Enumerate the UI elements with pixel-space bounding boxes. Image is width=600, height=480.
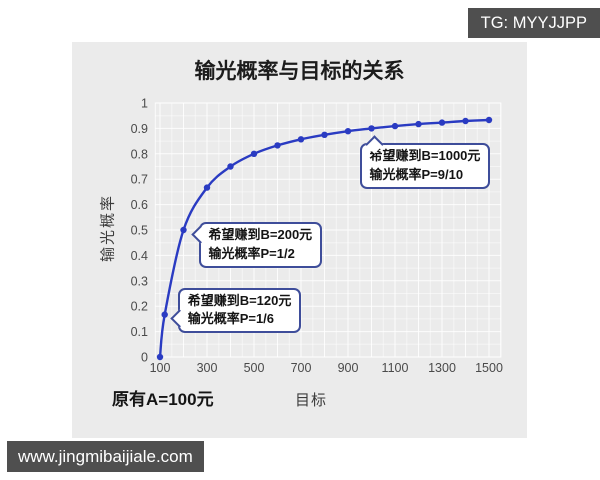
data-point <box>415 120 422 128</box>
y-tick-label: 0.3 <box>131 274 148 288</box>
chart-title: 输光概率与目标的关系 <box>194 60 405 83</box>
initial-amount-note: 原有A=100元 <box>112 390 214 409</box>
data-point <box>462 117 469 125</box>
data-point <box>368 125 375 132</box>
data-point <box>485 116 493 124</box>
y-tick-label: 0.8 <box>131 147 148 161</box>
data-point <box>297 136 305 143</box>
x-tick-label: 1500 <box>475 361 503 375</box>
data-point <box>156 353 164 361</box>
probability-curve <box>158 118 491 359</box>
data-point <box>250 150 258 157</box>
x-tick-label: 500 <box>244 361 265 375</box>
data-point <box>321 131 328 138</box>
data-point <box>391 122 399 130</box>
x-tick-label: 700 <box>291 361 312 375</box>
annotation-line: 输光概率P=9/10 <box>369 167 464 183</box>
data-point <box>274 142 281 149</box>
annotation-b200: 希望赚到B=200元 输光概率P=1/2 <box>190 222 323 268</box>
data-point <box>161 311 168 318</box>
y-tick-label: 0.5 <box>131 224 148 238</box>
y-tick-label: 0 <box>141 351 148 365</box>
y-tick-label: 0.9 <box>131 122 148 136</box>
x-tick-label: 100 <box>150 361 171 375</box>
annotation-line: 输光概率P=1/6 <box>187 311 275 327</box>
y-tick-label: 0.7 <box>131 173 148 187</box>
y-tick-label: 1 <box>141 97 148 111</box>
x-tick-label: 300 <box>197 361 218 375</box>
data-point <box>227 163 234 170</box>
data-point <box>203 184 211 191</box>
website-watermark-badge: www.jingmibaijiale.com <box>7 441 204 472</box>
annotation-b120: 希望赚到B=120元 输光概率P=1/6 <box>169 287 302 334</box>
y-tick-label: 0.4 <box>131 249 148 263</box>
annotation-line: 希望赚到B=1000元 <box>369 148 481 164</box>
y-tick-label: 0.1 <box>131 325 148 339</box>
annotation-line: 希望赚到B=120元 <box>187 292 292 308</box>
telegram-watermark-badge: TG: MYYJJPP <box>467 8 600 38</box>
plot-border <box>154 102 502 358</box>
annotation-line: 希望赚到B=200元 <box>208 227 313 242</box>
annotation-b1000: 希望赚到B=1000元 输光概率P=9/10 <box>359 135 491 190</box>
x-tick-label: 1100 <box>382 361 409 375</box>
data-point <box>438 119 446 126</box>
x-tick-label: 1300 <box>428 361 456 375</box>
x-tick-label: 900 <box>338 361 359 375</box>
annotation-line: 输光概率P=1/2 <box>208 245 295 261</box>
data-point <box>180 226 187 234</box>
data-point <box>344 128 352 135</box>
y-tick-label: 0.2 <box>131 300 148 314</box>
x-axis-label: 目标 <box>294 392 328 409</box>
y-tick-label: 0.6 <box>131 198 148 212</box>
